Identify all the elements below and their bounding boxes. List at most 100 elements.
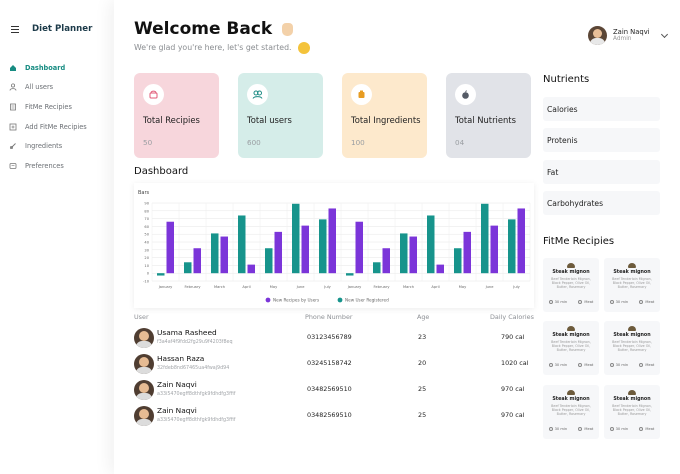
table-row[interactable]: Usama Rasheed f3a4af4f9fdd2fg29u9f4203f8… — [134, 326, 534, 352]
user-name: Zain Naqvi — [157, 380, 197, 389]
y-tick-label: 70 — [144, 217, 149, 221]
chart-bar — [274, 231, 282, 274]
recipe-card[interactable]: Steak mignon Beef Tenderloin Mignon, Bla… — [604, 258, 660, 312]
avatar — [134, 328, 154, 348]
recipe-card[interactable]: Steak mignon Beef Tenderloin Mignon, Bla… — [543, 321, 599, 375]
chart-bar — [328, 208, 336, 274]
nutrient-item-calories[interactable]: Calories — [543, 97, 660, 121]
y-tick-label: 20 — [144, 256, 149, 260]
user-calories: 790 cal — [501, 333, 525, 341]
category-icon — [578, 300, 583, 304]
chart-bar — [508, 219, 516, 274]
chart-bar — [355, 221, 363, 274]
chart-bar — [463, 231, 471, 274]
recipe-meta: 30 min Meat — [604, 300, 660, 304]
clock-icon — [548, 363, 553, 367]
stat-card-total-recipies[interactable]: Total Recipies 50 — [134, 73, 219, 158]
nutrient-item-carbohydrates[interactable]: Carbohydrates — [543, 191, 660, 215]
table-row[interactable]: Zain Naqvi a33i5470egff8dthfgk9fdhdfg3ff… — [134, 404, 534, 430]
preferences-icon — [9, 162, 17, 170]
sidebar-item-preferences[interactable]: Preferences — [9, 156, 87, 176]
nutrients-title: Nutrients — [543, 74, 590, 85]
recipe-time-text: 30 min — [554, 363, 568, 367]
user-name: Zain Naqvi — [157, 406, 197, 415]
y-tick-label: 40 — [144, 241, 149, 245]
clock-icon — [609, 363, 614, 367]
recipe-type: Meat — [578, 427, 593, 431]
profile-menu[interactable]: Zain Naqvi Admin — [588, 26, 668, 45]
chart-bar — [517, 208, 525, 274]
x-tick-label: May — [270, 285, 278, 289]
clock-icon — [548, 427, 553, 431]
chevron-down-icon[interactable] — [660, 30, 668, 38]
recipe-name: Steak mignon — [613, 397, 651, 402]
sidebar-item-add-fitme-recipies[interactable]: Add FitMe Recipies — [9, 117, 87, 137]
profile-role: Admin — [613, 36, 632, 43]
recipe-time: 30 min — [548, 300, 567, 304]
recipe-description: Beef Tenderloin Mignon, Black Pepper, Ol… — [551, 277, 591, 290]
user-calories: 970 cal — [501, 411, 525, 419]
y-tick-label: 50 — [144, 233, 149, 237]
recipe-card[interactable]: Steak mignon Beef Tenderloin Mignon, Bla… — [604, 321, 660, 375]
sidebar-item-ingredients[interactable]: Ingredients — [9, 136, 87, 156]
chart-bar — [436, 264, 444, 274]
chart-bar — [238, 215, 246, 274]
recipe-meta: 30 min Meat — [543, 363, 599, 367]
add-icon — [9, 123, 17, 131]
recipe-card[interactable]: Steak mignon Beef Tenderloin Mignon, Bla… — [604, 385, 660, 439]
recipe-name: Steak mignon — [552, 333, 590, 338]
recipe-time: 30 min — [548, 363, 568, 367]
steak-icon — [628, 326, 636, 331]
user-calories: 1020 cal — [501, 359, 529, 367]
chart-bar — [211, 233, 219, 274]
col-header-calories: Daily Calories — [490, 313, 534, 321]
waving-hand-icon — [282, 22, 294, 36]
legend-label: New User Registered — [345, 298, 389, 303]
table-row[interactable]: Hassan Raza 32fdeb8nd67465ua4fwaj9d94 03… — [134, 352, 534, 378]
sidebar-nav: Dashboard All users FitMe Recipies Add F… — [9, 58, 87, 176]
nutrient-item-fat[interactable]: Fat — [543, 160, 660, 184]
stat-card-total-nutrients[interactable]: Total Nutrients 04 — [446, 73, 531, 158]
steak-icon — [628, 390, 636, 395]
fitme-recipies-title: FitMe Recipies — [543, 236, 615, 247]
recipe-name: Steak mignon — [552, 397, 590, 402]
recipe-description: Beef Tenderloin Mignon, Black Pepper, Ol… — [551, 404, 591, 417]
sidebar-item-all-users[interactable]: All users — [9, 78, 87, 98]
user-phone: 03482569510 — [307, 411, 352, 419]
recipe-card[interactable]: Steak mignon Beef Tenderloin Mignon, Bla… — [543, 258, 599, 312]
brand: Diet Planner — [11, 24, 92, 34]
subtitle-text: We're glad you're here, let's get starte… — [134, 43, 292, 52]
y-tick-label: 80 — [144, 209, 149, 213]
col-header-age: Age — [417, 313, 430, 321]
x-tick-label: March — [214, 285, 225, 289]
recipe-time: 30 min — [609, 363, 628, 367]
recipe-card[interactable]: Steak mignon Beef Tenderloin Mignon, Bla… — [543, 385, 599, 439]
steak-icon — [567, 326, 575, 331]
recipe-time: 30 min — [609, 427, 628, 431]
recipe-description: Beef Tenderloin Mignon, Black Pepper, Ol… — [612, 277, 652, 290]
x-tick-label: February — [374, 285, 391, 289]
chart-title: Bars — [138, 190, 150, 196]
sidebar-item-label: All users — [25, 83, 54, 92]
col-header-phone: Phone Number — [305, 313, 353, 321]
recipe-meta: 30 min Meat — [604, 427, 660, 431]
stat-card-total-users[interactable]: Total users 600 — [238, 73, 323, 158]
chart-bar — [481, 203, 489, 274]
nutrient-item-protenis[interactable]: Protenis — [543, 128, 660, 152]
stat-card-total-ingredients[interactable]: Total Ingredients 100 — [342, 73, 427, 158]
recipe-type-text: Meat — [584, 427, 594, 431]
apple-icon — [455, 84, 476, 105]
chart-bar — [427, 215, 435, 274]
menu-icon[interactable] — [11, 25, 19, 33]
welcome-text: Welcome Back — [134, 19, 273, 39]
sidebar-item-dashboard[interactable]: Dashboard — [9, 58, 87, 78]
table-row[interactable]: Zain Naqvi a33i5470egff8dthfgk9fdhdfg3ff… — [134, 378, 534, 404]
clock-icon — [609, 427, 614, 431]
profile-info: Zain Naqvi Admin — [613, 28, 650, 43]
recipe-time-text: 30 min — [554, 427, 568, 431]
recipe-type: Meat — [639, 427, 654, 431]
sidebar-item-fitme-recipies[interactable]: FitMe Recipies — [9, 97, 87, 117]
y-tick-label: 90 — [144, 202, 149, 206]
recipe-name: Steak mignon — [552, 270, 590, 275]
y-tick-label: 30 — [144, 248, 149, 252]
